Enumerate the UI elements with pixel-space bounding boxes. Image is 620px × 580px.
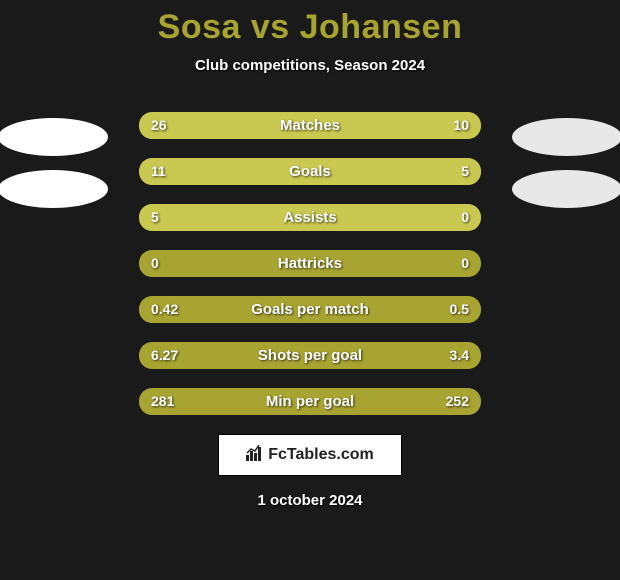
subtitle: Club competitions, Season 2024 [0,57,620,74]
stat-label: Goals per match [139,296,481,323]
stat-label: Goals [139,158,481,185]
logo-text: FcTables.com [268,446,374,464]
stat-value-right: 0.5 [450,296,469,323]
logo-box: FcTables.com [218,434,402,476]
stat-value-right: 10 [453,112,469,139]
stat-value-right: 3.4 [450,342,469,369]
player-right-avatar [512,118,620,222]
stat-label: Assists [139,204,481,231]
chart-icon [246,445,264,466]
placeholder-oval [512,170,620,208]
date: 1 october 2024 [0,492,620,509]
stat-label: Shots per goal [139,342,481,369]
placeholder-oval [0,118,108,156]
stat-row: 6.27Shots per goal3.4 [139,342,481,369]
stat-label: Min per goal [139,388,481,415]
stat-row: 11Goals5 [139,158,481,185]
stat-row: 281Min per goal252 [139,388,481,415]
stat-value-right: 0 [461,250,469,277]
stat-value-right: 5 [461,158,469,185]
stat-label: Matches [139,112,481,139]
page-title: Sosa vs Johansen [0,0,620,47]
stats-bars: 26Matches1011Goals55Assists00Hattricks00… [139,112,481,415]
stat-label: Hattricks [139,250,481,277]
placeholder-oval [0,170,108,208]
stat-value-right: 0 [461,204,469,231]
player-left-avatar [0,118,108,222]
stat-row: 0Hattricks0 [139,250,481,277]
placeholder-oval [512,118,620,156]
stat-row: 5Assists0 [139,204,481,231]
stat-row: 26Matches10 [139,112,481,139]
stat-row: 0.42Goals per match0.5 [139,296,481,323]
stat-value-right: 252 [446,388,469,415]
